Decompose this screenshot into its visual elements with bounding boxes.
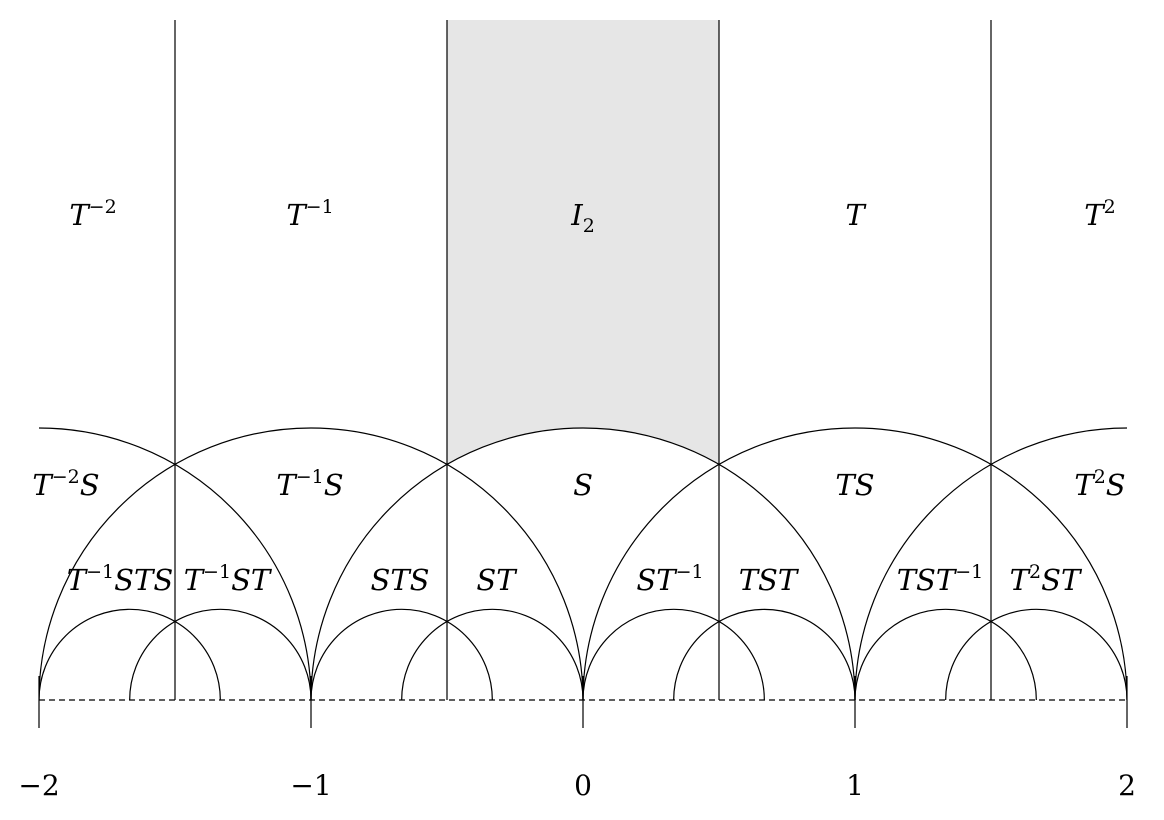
arc (310, 608, 493, 701)
arcs (39, 427, 1127, 701)
region-label: T−2S (32, 466, 99, 502)
region-label: T2 (1084, 196, 1115, 232)
region-label: T−1STS (67, 561, 173, 597)
arc (945, 608, 1127, 701)
label-text: S (80, 468, 100, 502)
label-text: ST (231, 563, 273, 597)
label-text: I (570, 198, 583, 232)
label-text: T (1084, 198, 1106, 232)
region-label: T2ST (1010, 561, 1083, 597)
region-label: T−1 (286, 196, 333, 232)
arc (129, 608, 312, 701)
label-text: T (184, 563, 206, 597)
label-text: STS (114, 563, 173, 597)
axis-label: 2 (1118, 769, 1136, 802)
label-text: STS (370, 563, 429, 597)
arc (854, 609, 1037, 701)
region-label: ST−1 (636, 561, 703, 597)
region-label: T−2 (69, 196, 116, 232)
region-label: STS (370, 563, 429, 597)
arc (39, 427, 584, 701)
axis-label: −2 (18, 769, 59, 802)
label-text: T (1074, 468, 1096, 502)
label-text: T (1010, 563, 1032, 597)
label-text: TST (897, 563, 958, 597)
region-label: T2S (1074, 466, 1125, 502)
axis-label: −1 (290, 769, 331, 802)
arc (39, 608, 221, 701)
region-label: T−1S (276, 466, 343, 502)
fundamental-domain (447, 20, 719, 465)
superscript: −2 (89, 196, 117, 218)
region-label: S (573, 468, 593, 502)
arc (673, 608, 856, 701)
label-text: ST (636, 563, 678, 597)
superscript: −1 (296, 466, 324, 488)
geodesics (38, 20, 1128, 728)
label-text: T (845, 198, 867, 232)
region-label: TST−1 (897, 561, 984, 597)
axis-label: 0 (574, 769, 592, 802)
label-text: T (286, 198, 308, 232)
label-text: TS (835, 468, 874, 502)
arc (401, 608, 584, 701)
region-label: T−1ST (184, 561, 273, 597)
label-text: ST (1041, 563, 1083, 597)
region-label: TS (835, 468, 874, 502)
region-label: I2 (570, 198, 595, 237)
region-label: T (845, 198, 867, 232)
superscript: −1 (203, 561, 231, 583)
label-text: S (1106, 468, 1126, 502)
region-label: ST (476, 563, 518, 597)
region-labels: −2 −1 0 1 2T−2 T−1 I2 T T2T−2S T−1S S TS T2ST−1STS T−… (18, 196, 1136, 802)
superscript: −2 (52, 466, 80, 488)
arc (854, 427, 1127, 701)
label-text: ST (476, 563, 518, 597)
label-text: T (67, 563, 89, 597)
superscript: −1 (676, 561, 704, 583)
arc (582, 608, 765, 701)
arc (310, 427, 856, 701)
label-text: T (276, 468, 298, 502)
label-text: S (324, 468, 344, 502)
superscript: −1 (86, 561, 114, 583)
superscript: 2 (1094, 466, 1106, 488)
superscript: −1 (306, 196, 334, 218)
superscript: 2 (1029, 561, 1041, 583)
arc (39, 427, 312, 701)
label-text: T (69, 198, 91, 232)
label-text: S (573, 468, 593, 502)
region-label: TST (739, 563, 800, 597)
superscript: −1 (955, 561, 983, 583)
label-text: T (32, 468, 54, 502)
axis-label: 1 (846, 769, 864, 802)
superscript: 2 (1104, 196, 1116, 218)
subscript: 2 (583, 215, 595, 237)
label-text: TST (739, 563, 800, 597)
arc (582, 427, 1127, 701)
